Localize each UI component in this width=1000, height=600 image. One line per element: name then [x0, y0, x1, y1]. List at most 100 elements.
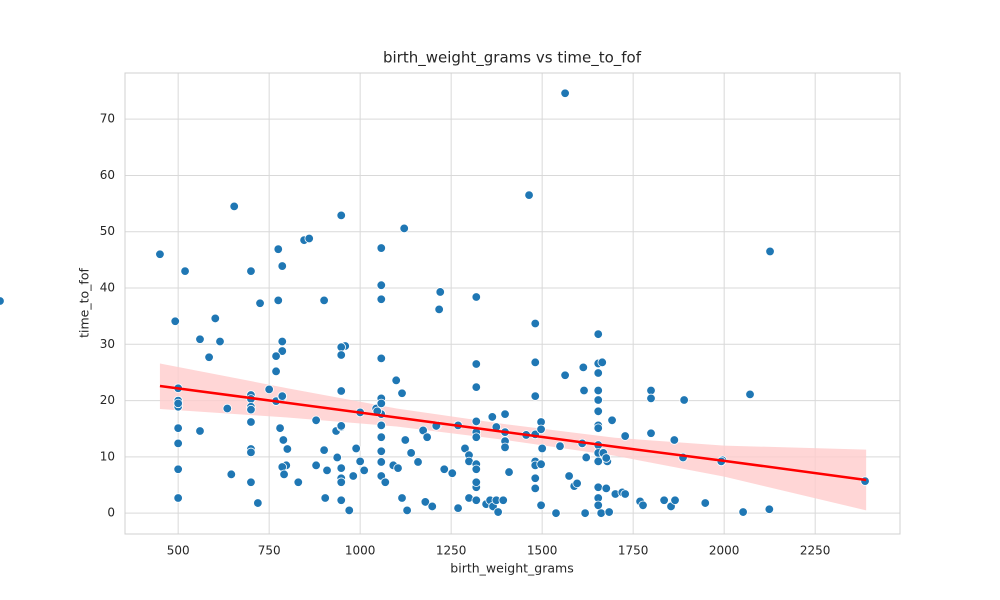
scatter-point — [393, 463, 403, 473]
scatter-point — [765, 246, 775, 257]
scatter-point — [646, 385, 656, 396]
scatter-point — [397, 388, 407, 398]
scatter-point — [471, 382, 481, 392]
scatter-point — [572, 478, 582, 489]
scatter-point — [504, 467, 514, 477]
scatter-point — [646, 428, 656, 438]
scatter-point — [246, 447, 256, 458]
scatter-point — [246, 266, 256, 276]
scatter-point — [530, 391, 540, 401]
scatter-point — [402, 505, 412, 516]
scatter-point — [669, 435, 680, 445]
scatter-point — [439, 464, 449, 474]
scatter-point — [453, 503, 463, 513]
scatter-point — [560, 370, 570, 380]
scatter-point — [246, 417, 256, 427]
y-tick-label: 70 — [100, 112, 115, 126]
scatter-point — [173, 493, 183, 503]
scatter-point — [376, 243, 386, 253]
y-tick-label: 20 — [100, 393, 115, 407]
scatter-point — [524, 190, 534, 200]
scatter-point — [427, 501, 437, 512]
scatter-point — [400, 435, 410, 445]
scatter-point — [311, 460, 321, 471]
scatter-point — [376, 446, 386, 456]
scatter-point — [222, 403, 232, 414]
scatter-point — [764, 504, 775, 514]
scatter-point — [376, 457, 386, 467]
scatter-point — [336, 477, 346, 487]
scatter-point — [271, 351, 281, 361]
scatter-point — [435, 287, 445, 297]
scatter-point — [376, 398, 386, 409]
scatter-point — [607, 415, 617, 425]
scatter-point — [581, 452, 591, 463]
scatter-point — [536, 424, 546, 435]
scatter-point — [397, 493, 407, 503]
scatter-point — [593, 385, 603, 396]
scatter-point — [376, 353, 386, 364]
scatter-point — [180, 266, 190, 276]
scatter-point — [471, 477, 481, 487]
x-tick-label: 750 — [258, 544, 281, 558]
scatter-point — [282, 444, 293, 454]
scatter-point — [593, 329, 603, 339]
y-tick-label: 10 — [100, 449, 115, 463]
scatter-point — [679, 395, 689, 405]
scatter-point — [264, 384, 274, 395]
scatter-point — [564, 471, 574, 481]
scatter-point — [638, 500, 648, 510]
scatter-point — [336, 210, 346, 221]
scatter-point — [493, 507, 503, 517]
x-tick-label: 2000 — [709, 544, 740, 558]
scatter-point — [336, 342, 346, 352]
scatter-point — [277, 346, 287, 356]
scatter-point — [471, 292, 481, 302]
scatter-point — [380, 477, 390, 487]
scatter-point — [593, 423, 603, 433]
scatter-point — [551, 508, 561, 518]
scatter-point — [530, 483, 540, 494]
scatter-point — [170, 316, 180, 326]
x-tick-label: 1000 — [345, 544, 376, 558]
confidence-band — [159, 363, 867, 511]
scatter-point — [322, 465, 332, 476]
scatter-point — [593, 406, 603, 416]
scatter-point — [580, 508, 590, 518]
scatter-point — [246, 477, 256, 487]
x-tick-label: 1750 — [618, 544, 649, 558]
scatter-point — [700, 498, 710, 508]
scatter-point — [355, 456, 365, 467]
scatter-point — [399, 223, 409, 234]
scatter-point — [471, 416, 481, 427]
scatter-point — [593, 482, 603, 492]
y-tick-label: 30 — [100, 337, 115, 351]
x-tick-label: 500 — [167, 544, 190, 558]
scatter-point — [173, 423, 183, 433]
scatter-point — [646, 393, 656, 404]
y-tick-label: 0 — [107, 506, 115, 520]
scatter-point — [336, 350, 346, 360]
scatter-point — [277, 391, 287, 401]
y-tick-label: 60 — [100, 168, 115, 182]
scatter-point — [578, 362, 589, 373]
scatter-point — [738, 507, 748, 517]
regression-line — [159, 384, 867, 482]
scatter-point — [273, 244, 283, 254]
scatter-point — [277, 336, 287, 347]
scatter-point — [229, 201, 239, 212]
chart-title: birth_weight_grams vs time_to_fof — [383, 49, 642, 68]
scatter-point — [596, 508, 606, 518]
scatter-point — [500, 409, 510, 419]
scatter-point — [376, 294, 386, 304]
scatter-point — [500, 442, 510, 453]
scatter-point — [593, 368, 603, 378]
scatter-point — [204, 352, 214, 362]
scatter-point — [275, 423, 285, 433]
scatter-point — [226, 469, 236, 480]
scatter-point — [376, 420, 386, 431]
scatter-point — [471, 359, 481, 369]
scatter-point — [471, 495, 481, 505]
scatter-point — [670, 495, 680, 505]
